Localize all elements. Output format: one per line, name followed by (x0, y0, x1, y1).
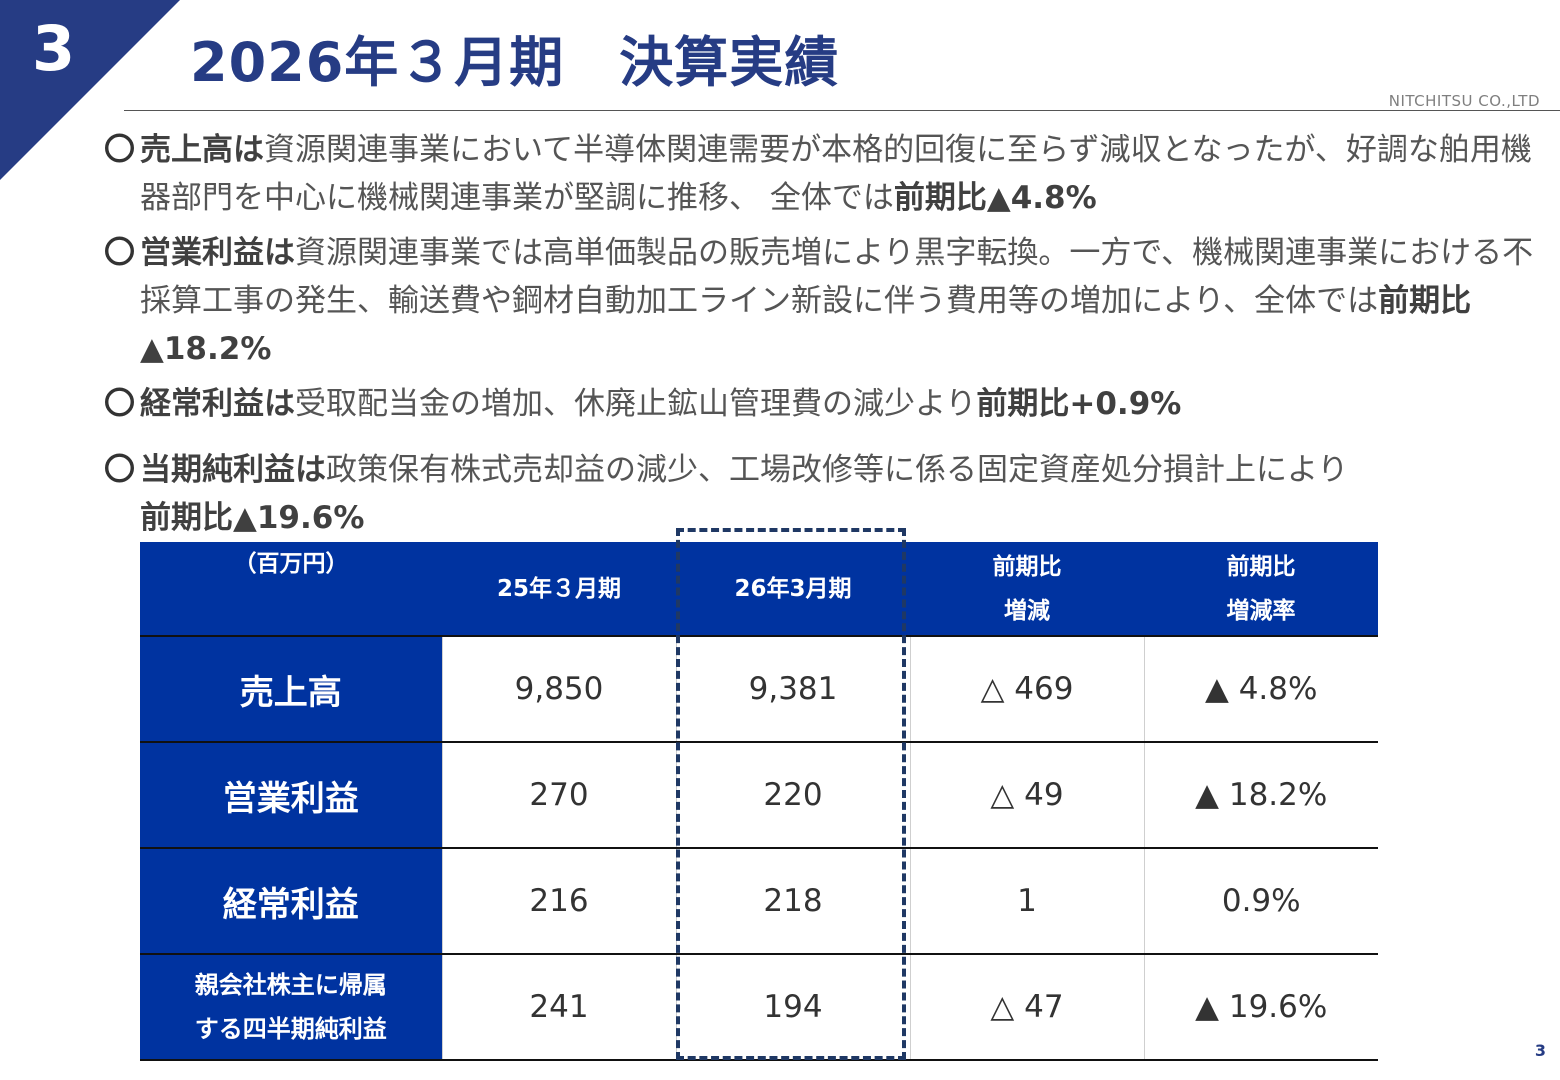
bullet-marker: 〇 (104, 235, 135, 271)
bullet-net-profit: 〇当期純利益は政策保有株式売却益の減少、工場改修等に係る固定資産処分損計上により… (104, 446, 1544, 542)
table-row: 営業利益 270 220 △ 49 ▲ 18.2% (140, 741, 1378, 848)
header-curr-period: 26年3月期 (676, 542, 910, 636)
cell-diff: △ 469 (909, 635, 1144, 742)
bullet-highlight: 前期比+0.9% (976, 386, 1182, 422)
header-diff-line1: 前期比 (992, 553, 1062, 580)
cell-prev: 9,850 (441, 635, 676, 742)
unit-label: （百万円） (140, 542, 442, 636)
row-label: 親会社株主に帰属 する四半期純利益 (140, 953, 442, 1061)
row-label-line1: 親会社株主に帰属 (194, 971, 387, 999)
cell-rate: ▲ 4.8% (1143, 635, 1378, 742)
header-rate-line2: 増減率 (1226, 597, 1296, 624)
current-period-highlight-frame (676, 528, 906, 1060)
cell-prev: 216 (441, 847, 676, 954)
table-row: 親会社株主に帰属 する四半期純利益 241 194 △ 47 ▲ 19.6% (140, 953, 1378, 1061)
cell-rate: ▲ 18.2% (1143, 741, 1378, 848)
bullet-sales: 〇売上高は資源関連事業において半導体関連需要が本格的回復に至らず減収となったが、… (104, 126, 1544, 222)
financial-results-table: （百万円） 25年３月期 26年3月期 前期比増減 前期比増減率 売上高 9,8… (140, 542, 1378, 1061)
bullet-text: 資源関連事業では高単価製品の販売増により黒字転換。一方で、機械関連事業における不… (140, 235, 1534, 319)
cell-diff: △ 49 (909, 741, 1144, 848)
bullet-ordinary-profit: 〇経常利益は受取配当金の増加、休廃止鉱山管理費の減少より前期比+0.9% (104, 380, 1544, 428)
bullet-operating-profit: 〇営業利益は資源関連事業では高単価製品の販売増により黒字転換。一方で、機械関連事… (104, 229, 1544, 373)
bullet-marker: 〇 (104, 132, 135, 168)
summary-bullets: 〇売上高は資源関連事業において半導体関連需要が本格的回復に至らず減収となったが、… (104, 126, 1544, 542)
page-number: 3 (1534, 1041, 1546, 1060)
bullet-marker: 〇 (104, 386, 135, 422)
title-divider (124, 110, 1560, 111)
bullet-lead: 当期純利益は (140, 452, 326, 488)
table-header-row: （百万円） 25年３月期 26年3月期 前期比増減 前期比増減率 (140, 542, 1378, 636)
row-label: 売上高 (140, 635, 442, 742)
bullet-lead: 営業利益は (140, 235, 295, 271)
row-label: 経常利益 (140, 847, 442, 954)
bullet-text: 受取配当金の増加、休廃止鉱山管理費の減少より (295, 386, 977, 422)
table-row: 売上高 9,850 9,381 △ 469 ▲ 4.8% (140, 635, 1378, 742)
table-row: 経常利益 216 218 1 0.9% (140, 847, 1378, 954)
bullet-highlight: 前期比▲4.8% (893, 180, 1097, 216)
page-title: 2026年３月期 決算実績 (190, 31, 840, 94)
row-label: 営業利益 (140, 741, 442, 848)
bullet-highlight: 前期比▲18.2% (140, 283, 1472, 367)
bullet-lead: 売上高は (140, 132, 264, 168)
cell-curr: 9,381 (675, 635, 910, 742)
cell-diff: △ 47 (909, 953, 1144, 1061)
company-name: NITCHITSU CO.,LTD (1388, 92, 1540, 110)
row-label-line2: する四半期純利益 (194, 1015, 387, 1043)
bullet-lead: 経常利益は (140, 386, 295, 422)
header-prev-period: 25年３月期 (442, 542, 676, 636)
header-diff: 前期比 増減 (910, 542, 1144, 636)
cell-diff: 1 (909, 847, 1144, 954)
bullet-highlight: 前期比▲19.6% (140, 500, 365, 536)
cell-rate: 0.9% (1143, 847, 1378, 954)
header-rate-line1: 前期比 (1226, 553, 1296, 580)
header-diff-line2: 増減 (1004, 597, 1050, 624)
cell-prev: 241 (441, 953, 676, 1061)
bullet-text: 資源関連事業において半導体関連需要が本格的回復に至らず減収となったが、好調な舶用… (140, 132, 1532, 216)
header-rate: 前期比 増減率 (1144, 542, 1378, 636)
cell-curr: 218 (675, 847, 910, 954)
cell-prev: 270 (441, 741, 676, 848)
cell-curr: 194 (675, 953, 910, 1061)
section-number: 3 (32, 12, 76, 85)
cell-rate: ▲ 19.6% (1143, 953, 1378, 1061)
bullet-text: 政策保有株式売却益の減少、工場改修等に係る固定資産処分損計上により (326, 452, 1349, 488)
bullet-marker: 〇 (104, 452, 135, 488)
